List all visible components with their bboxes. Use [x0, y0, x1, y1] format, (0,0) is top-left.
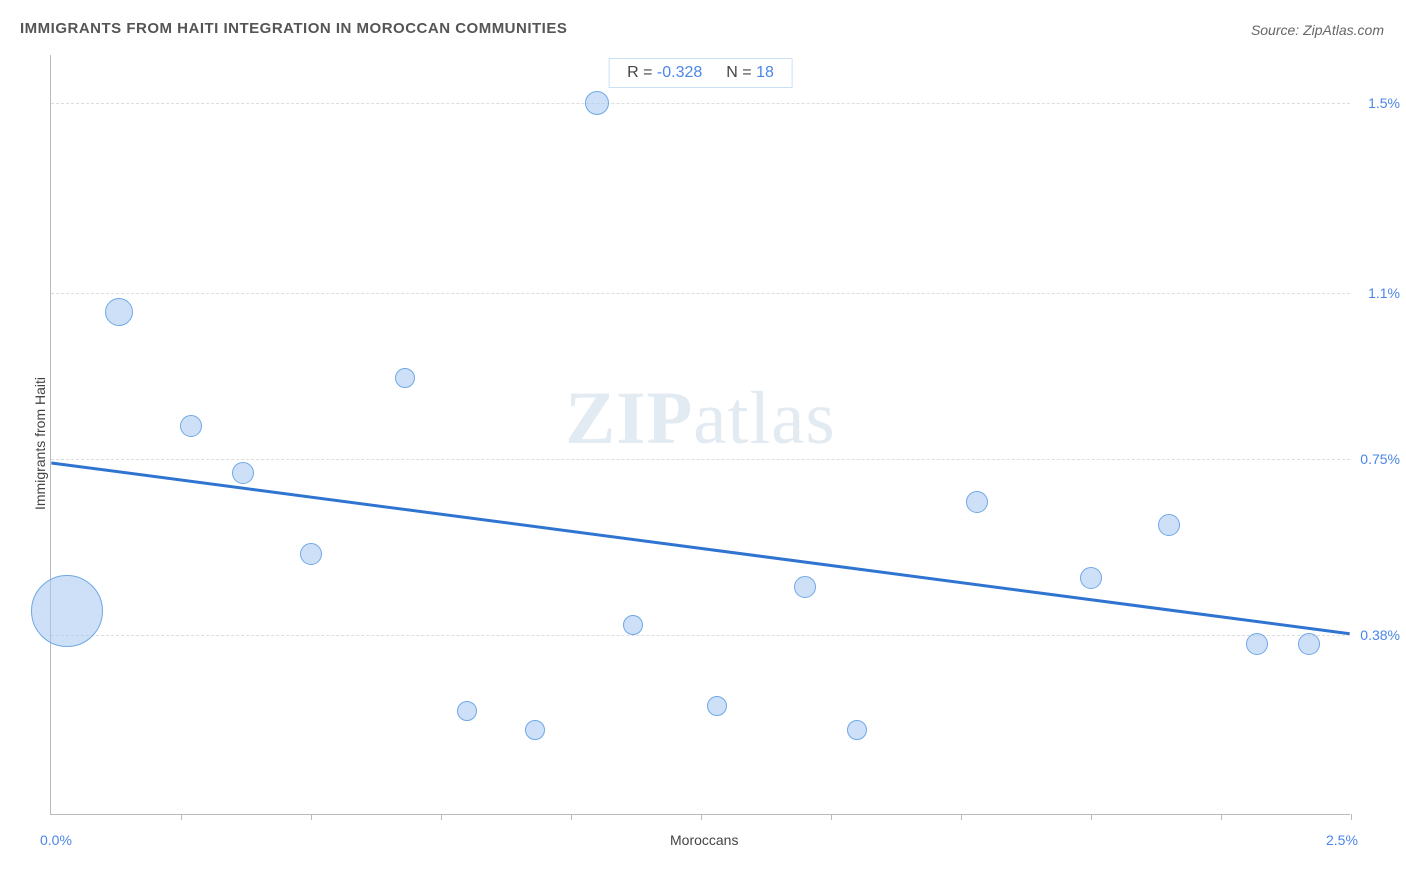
gridline: [51, 635, 1350, 636]
data-point: [623, 615, 643, 635]
x-min-label: 0.0%: [40, 832, 72, 848]
data-point: [525, 720, 545, 740]
x-tick: [311, 814, 312, 820]
data-point: [1298, 633, 1320, 655]
y-tick-label: 0.38%: [1355, 627, 1400, 643]
y-tick-label: 0.75%: [1355, 451, 1400, 467]
trend-line: [51, 463, 1349, 634]
x-tick: [1221, 814, 1222, 820]
gridline: [51, 103, 1350, 104]
data-point: [1080, 567, 1102, 589]
data-point: [300, 543, 322, 565]
gridline: [51, 459, 1350, 460]
stats-r-value: -0.328: [657, 64, 702, 81]
x-max-label: 2.5%: [1326, 832, 1358, 848]
x-tick: [1091, 814, 1092, 820]
watermark-light: atlas: [693, 377, 835, 460]
gridline: [51, 293, 1350, 294]
plot-area: ZIPatlas R = -0.328 N = 18 0.38%0.75%1.1…: [50, 55, 1350, 815]
y-tick-label: 1.1%: [1355, 285, 1400, 301]
data-point: [395, 368, 415, 388]
watermark-bold: ZIP: [565, 377, 693, 460]
data-point: [180, 415, 202, 437]
data-point: [232, 462, 254, 484]
data-point: [105, 298, 133, 326]
x-tick: [441, 814, 442, 820]
y-tick-label: 1.5%: [1355, 95, 1400, 111]
data-point: [457, 701, 477, 721]
stats-n-label: N =: [726, 64, 751, 81]
data-point: [585, 91, 609, 115]
data-point: [847, 720, 867, 740]
watermark: ZIPatlas: [565, 376, 835, 462]
y-axis-label: Immigrants from Haiti: [32, 377, 48, 510]
data-point: [1246, 633, 1268, 655]
data-point: [707, 696, 727, 716]
data-point: [1158, 514, 1180, 536]
x-tick: [701, 814, 702, 820]
x-tick: [571, 814, 572, 820]
x-tick: [181, 814, 182, 820]
x-axis-label: Moroccans: [670, 832, 738, 848]
data-point: [794, 576, 816, 598]
x-tick: [831, 814, 832, 820]
chart-title: IMMIGRANTS FROM HAITI INTEGRATION IN MOR…: [20, 20, 567, 37]
source-attribution: Source: ZipAtlas.com: [1251, 22, 1384, 38]
data-point: [31, 575, 103, 647]
x-tick: [1351, 814, 1352, 820]
stats-box: R = -0.328 N = 18: [608, 58, 793, 88]
x-tick: [961, 814, 962, 820]
data-point: [966, 491, 988, 513]
stats-r-label: R =: [627, 64, 652, 81]
stats-r: R = -0.328: [627, 64, 702, 82]
stats-n: N = 18: [726, 64, 774, 82]
stats-n-value: 18: [756, 64, 774, 81]
